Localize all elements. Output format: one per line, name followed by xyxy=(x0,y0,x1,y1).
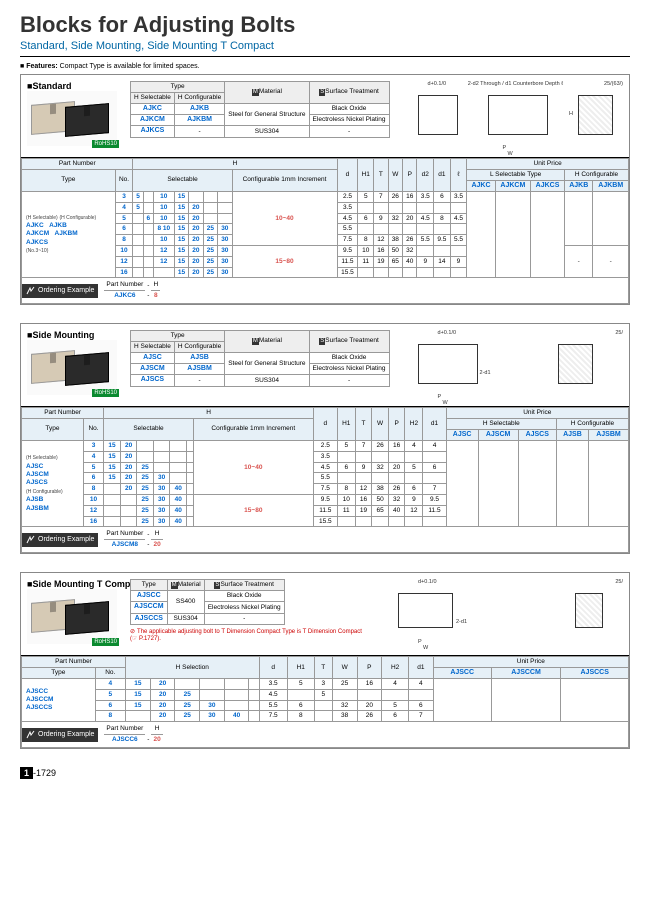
side-product-image: RoHS10 xyxy=(27,340,117,395)
page-badge: 1 xyxy=(20,767,33,779)
side-label: Side Mounting xyxy=(27,330,122,340)
catalog-page: Blocks for Adjusting Bolts Standard, Sid… xyxy=(0,0,650,787)
side-diagram: d+0.1/0 25/ P W 2-d1 xyxy=(398,330,623,400)
tcompact-main-table: Part Number H Selection d H1 T W P H2 d1… xyxy=(21,656,629,722)
section-t-compact: Side Mounting T Compact RoHS10 Type MMat… xyxy=(20,572,630,749)
standard-diagram: d+0.1/0 2-d2 Through / d1 Counterbore De… xyxy=(398,81,623,151)
standard-main-table: Part Number H d H1 T W P d2 d1 ℓ Unit Pr… xyxy=(21,158,629,278)
standard-product-image: RoHS10 xyxy=(27,91,117,146)
tcompact-type-table: Type MMaterial SSurface Treatment AJSCCS… xyxy=(130,579,285,625)
tcompact-label: Side Mounting T Compact xyxy=(27,579,122,589)
features-line: Features: Compact Type is available for … xyxy=(20,63,630,70)
features-label: Features: xyxy=(26,63,58,70)
rohs-badge: RoHS10 xyxy=(92,638,119,646)
rohs-badge: RoHS10 xyxy=(92,389,119,397)
standard-type-table: Type MMaterial SSurface Treatment H Sele… xyxy=(130,81,390,138)
features-text: Compact Type is available for limited sp… xyxy=(60,63,200,70)
page-title: Blocks for Adjusting Bolts xyxy=(20,12,630,38)
tcompact-product-image: RoHS10 xyxy=(27,589,117,644)
tcompact-ordering: Ordering Example Part NumberH AJSCC6-20 xyxy=(21,722,629,748)
side-type-table: Type MMaterial SSurface Treatment H Sele… xyxy=(130,330,390,387)
standard-label: Standard xyxy=(27,81,122,91)
page-subtitle: Standard, Side Mounting, Side Mounting T… xyxy=(20,40,630,52)
side-main-table: Part Number H d H1 T W P H2 d1 Unit Pric… xyxy=(21,407,629,527)
section-standard: Standard RoHS10 Type MMaterial SSurface … xyxy=(20,74,630,305)
side-ordering: Ordering Example Part Number-H AJSCM8-20 xyxy=(21,527,629,553)
standard-ordering: Ordering Example Part Number-H AJKC6-8 xyxy=(21,278,629,304)
rohs-badge: RoHS10 xyxy=(92,140,119,148)
tcompact-note: The applicable adjusting bolt to T Dimen… xyxy=(130,628,370,642)
page-footer: 1 -1729 xyxy=(20,767,630,779)
page-number: -1729 xyxy=(33,768,56,778)
ordering-icon: Ordering Example xyxy=(22,284,98,298)
section-side-mounting: Side Mounting RoHS10 Type MMaterial SSur… xyxy=(20,323,630,554)
divider xyxy=(20,56,630,57)
tcompact-diagram: d+0.1/0 25/ P W 2-d1 xyxy=(378,579,623,649)
